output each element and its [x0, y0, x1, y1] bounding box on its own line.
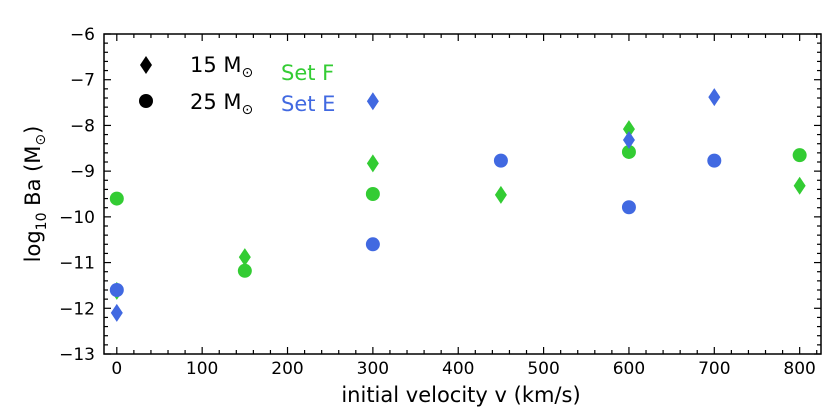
set-e-25-msun-circle-point [109, 283, 124, 297]
legend-25-msun-label: 25 M⊙ [190, 90, 253, 118]
y-axis-title: log10 Ba (M⊙) [21, 126, 50, 263]
set-f-15-msun-diamond-point [793, 176, 806, 195]
set-e-15-msun-diamond-point [366, 92, 379, 111]
set-f-15-msun-diamond-point [238, 248, 251, 267]
set-f-25-msun-circle-point [109, 191, 124, 206]
set-f-15-msun-diamond-point [622, 120, 635, 139]
y-tick-label: −8 [70, 116, 95, 136]
set-e-25-msun-circle-point [493, 153, 508, 168]
y-axis-title-sun-symbol: ⊙ [33, 134, 49, 146]
plot-frame [103, 33, 822, 355]
y-tick-label: −13 [59, 345, 95, 365]
y-tick-label: −6 [70, 25, 95, 45]
legend-15-msun-label: 15 M⊙ [190, 53, 253, 81]
x-tick-label: 500 [527, 359, 559, 379]
x-axis-title: initial velocity v (km/s) [341, 383, 580, 407]
set-f-15-msun-diamond-point [366, 154, 379, 173]
set-e-15-msun-diamond-point [622, 131, 635, 150]
set-e-15-msun-diamond-point [110, 303, 123, 322]
y-tick-label: −9 [70, 162, 95, 182]
y-axis-title-subscript: 10 [34, 213, 50, 231]
legend-25-msun-sun-symbol: ⊙ [242, 102, 254, 118]
legend-set-f-label: Set F [281, 61, 334, 85]
legend-circle-marker [139, 94, 153, 108]
y-tick-label: −12 [59, 299, 95, 319]
set-f-25-msun-circle-point [365, 187, 380, 201]
y-axis-title-rest: Ba (M [21, 146, 45, 213]
set-f-25-msun-circle-point [237, 263, 252, 278]
x-tick-label: 300 [357, 359, 389, 379]
set-e-25-msun-circle-point [621, 200, 636, 215]
x-tick-label: 600 [613, 359, 645, 379]
legend-15-msun-sun-symbol: ⊙ [242, 65, 254, 81]
y-axis-title-close: ) [21, 126, 45, 134]
set-f-25-msun-circle-point [621, 144, 636, 159]
y-tick-label: −7 [70, 71, 95, 91]
x-tick-label: 0 [111, 359, 122, 379]
data-points [109, 88, 807, 322]
legend-diamond-marker [140, 56, 152, 74]
y-tick-label: −11 [59, 254, 95, 274]
legend: 15 M⊙ 25 M⊙ Set F Set E [139, 53, 335, 118]
set-e-15-msun-diamond-point [708, 88, 721, 107]
axis-ticks: 0 100 200 300 400 500 600 700 800 −13 −12 −11 −10 −9 −… [59, 25, 821, 379]
x-tick-label: 200 [271, 359, 303, 379]
set-f-25-msun-circle-point [792, 148, 807, 163]
x-tick-label: 700 [698, 359, 730, 379]
legend-set-e-label: Set E [281, 92, 335, 116]
y-tick-label: −10 [59, 208, 95, 228]
set-f-15-msun-diamond-point [494, 185, 507, 204]
x-tick-label: 100 [186, 359, 218, 379]
x-tick-label: 400 [442, 359, 474, 379]
set-e-25-msun-circle-point [707, 153, 722, 168]
set-e-25-msun-circle-point [365, 237, 380, 252]
x-tick-label: 800 [783, 359, 815, 379]
